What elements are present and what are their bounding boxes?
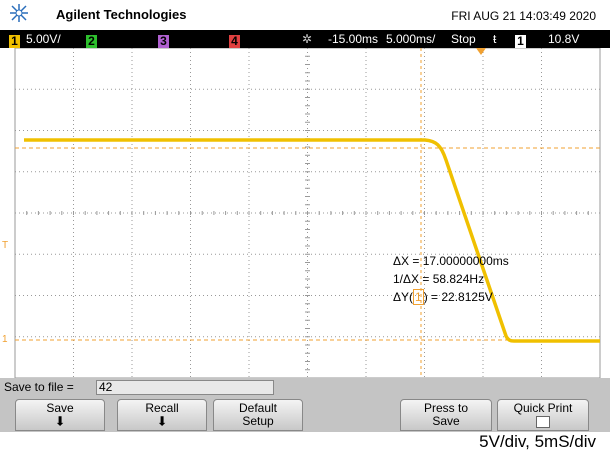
- caption: 5V/div, 5mS/div: [479, 432, 596, 451]
- softkey-label: Setup: [242, 414, 274, 428]
- channel-2: 2: [86, 35, 97, 48]
- trigger-level: 10.8V: [548, 32, 580, 46]
- save-value[interactable]: 42: [96, 380, 274, 395]
- softkey[interactable]: Recall ➡: [117, 399, 207, 431]
- ch1-scale: 5.00V/: [26, 32, 61, 46]
- softkey-label: Quick Print: [513, 401, 573, 415]
- save-label: Save to file =: [4, 380, 74, 394]
- dy-suffix: ) = 22.8125V: [423, 290, 493, 304]
- checkbox: [536, 416, 550, 428]
- status-bar: 1 5.00V/ 2 3 4 ✲ -15.00ms 5.000ms/ Stop …: [0, 30, 610, 48]
- softkey-label: Recall: [145, 401, 179, 415]
- delta-y: ΔY(1) = 22.8125V: [393, 288, 509, 306]
- ground-marker: 1: [2, 334, 8, 345]
- softkey-label: Save: [432, 414, 460, 428]
- softkey-label: Default: [238, 401, 278, 415]
- softkey[interactable]: Default Setup: [213, 399, 303, 431]
- delay: -15.00ms: [328, 32, 379, 46]
- trigger-icon: ✲: [302, 32, 313, 46]
- timebase: 5.000ms/: [386, 32, 436, 46]
- dy-channel: 1: [413, 289, 424, 305]
- trigger-slope: ŧ: [493, 32, 497, 46]
- softkey[interactable]: Press to Save: [400, 399, 492, 431]
- channel-1: 1: [9, 35, 20, 48]
- measurements: ΔX = 17.00000000ms 1/ΔX = 58.824Hz ΔY(1)…: [393, 252, 509, 306]
- dy-prefix: ΔY(: [393, 290, 414, 304]
- softkey[interactable]: Quick Print: [497, 399, 589, 431]
- softkey-label: Press to: [423, 401, 468, 415]
- trace: [24, 138, 600, 343]
- channel-4: 4: [229, 35, 240, 48]
- logo: [10, 4, 28, 22]
- channel-3: 3: [158, 35, 169, 48]
- trigger-position: [476, 48, 486, 55]
- arrow-icon: ➡: [53, 415, 68, 427]
- datetime: FRI AUG 21 14:03:49 2020: [451, 9, 596, 23]
- arrow-icon: ➡: [155, 415, 170, 427]
- inverse-delta-x: 1/ΔX = 58.824Hz: [393, 272, 485, 286]
- softkey-label: Save: [46, 401, 74, 415]
- softkey[interactable]: Save ➡: [15, 399, 105, 431]
- trigger-channel: 1: [515, 35, 526, 48]
- delta-x: ΔX = 17.00000000ms: [393, 254, 509, 268]
- brand: Agilent Technologies: [56, 7, 187, 22]
- run-state: Stop: [451, 32, 476, 46]
- trigger-marker: T: [2, 240, 9, 251]
- graticule: [0, 48, 610, 378]
